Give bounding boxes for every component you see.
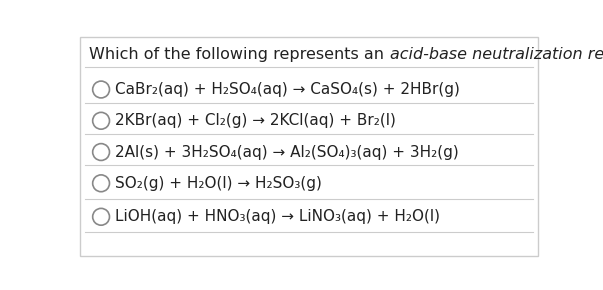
Text: Which of the following represents an: Which of the following represents an [89, 47, 390, 62]
Ellipse shape [93, 81, 110, 98]
Text: 2Al(s) + 3H₂SO₄(aq) → Al₂(SO₄)₃(aq) + 3H₂(g): 2Al(s) + 3H₂SO₄(aq) → Al₂(SO₄)₃(aq) + 3H… [115, 144, 459, 160]
Text: acid-base neutralization reaction?: acid-base neutralization reaction? [390, 47, 603, 62]
Text: 2KBr(aq) + Cl₂(g) → 2KCl(aq) + Br₂(l): 2KBr(aq) + Cl₂(g) → 2KCl(aq) + Br₂(l) [115, 113, 396, 128]
Text: Which of the following represents an: Which of the following represents an [89, 47, 390, 62]
Ellipse shape [93, 112, 110, 129]
Text: CaBr₂(aq) + H₂SO₄(aq) → CaSO₄(s) + 2HBr(g): CaBr₂(aq) + H₂SO₄(aq) → CaSO₄(s) + 2HBr(… [115, 82, 460, 97]
Text: LiOH(aq) + HNO₃(aq) → LiNO₃(aq) + H₂O(l): LiOH(aq) + HNO₃(aq) → LiNO₃(aq) + H₂O(l) [115, 209, 440, 224]
Ellipse shape [93, 144, 110, 160]
Text: SO₂(g) + H₂O(l) → H₂SO₃(g): SO₂(g) + H₂O(l) → H₂SO₃(g) [115, 176, 322, 191]
Ellipse shape [93, 175, 110, 192]
Ellipse shape [93, 209, 110, 225]
